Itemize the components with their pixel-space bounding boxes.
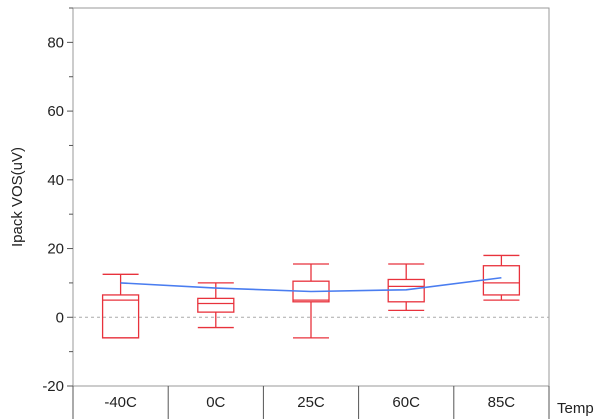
x-axis-title: Temp [557,400,594,417]
box-iqr [197,297,235,313]
box-60C [387,263,425,312]
x-tick-label: 0C [206,394,225,411]
box-85C [482,254,521,301]
x-tick-label: 60C [392,394,420,411]
x-tick-label: -40C [104,394,137,411]
x-tick-label: 85C [488,394,516,411]
mean-line [120,276,502,293]
y-tick-label: -20 [42,378,64,395]
box-iqr [101,294,140,339]
box-25C [292,263,330,339]
y-tick-label: 0 [56,309,64,326]
y-axis: -20 0 20 40 60 80 [42,7,73,395]
y-tick-label: 40 [47,172,64,189]
plot-frame [72,7,550,387]
boxes [101,254,521,339]
y-tick-label: 60 [47,103,64,120]
y-tick-label: 80 [47,34,64,51]
y-tick-label: 20 [47,241,64,258]
box--40C [101,273,140,339]
box-0C [197,282,235,329]
y-axis-title: Ipack VOS(uV) [9,147,26,247]
x-tick-label: 25C [297,394,325,411]
x-axis: -40C 0C 25C 60C 85C [72,386,550,419]
box-iqr [482,265,521,296]
